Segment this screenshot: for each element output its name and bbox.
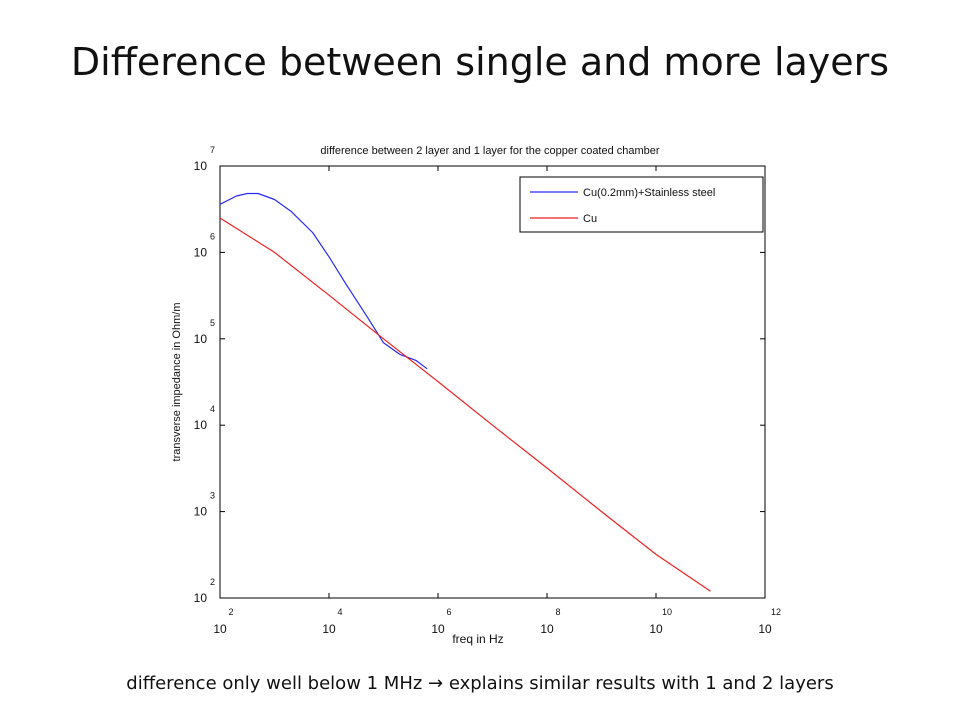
y-tick-label: 10 <box>194 332 208 346</box>
slide-title: Difference between single and more layer… <box>70 40 890 84</box>
x-tick-exponent: 10 <box>662 607 672 617</box>
x-tick-label: 10 <box>322 622 336 636</box>
y-tick-exponent: 6 <box>210 231 215 241</box>
y-tick-label: 10 <box>194 245 208 259</box>
y-tick-label: 10 <box>194 418 208 432</box>
x-tick-exponent: 6 <box>446 607 451 617</box>
x-tick-exponent: 4 <box>337 607 342 617</box>
x-axis-label: freq in Hz <box>452 632 503 646</box>
y-tick-label: 10 <box>194 591 208 605</box>
legend-label: Cu(0.2mm)+Stainless steel <box>583 187 715 199</box>
chart-figure: difference between 2 layer and 1 layer f… <box>165 130 785 650</box>
legend-label: Cu <box>583 213 597 225</box>
x-tick-exponent: 2 <box>228 607 233 617</box>
x-tick-label: 10 <box>758 622 772 636</box>
x-tick-label: 10 <box>649 622 663 636</box>
slide-caption: difference only well below 1 MHz → expla… <box>126 673 834 694</box>
plot-frame <box>219 165 766 599</box>
y-axis-label: transverse impedance in Ohm/m <box>171 303 183 462</box>
series-layer <box>219 192 711 592</box>
series-line-2 <box>219 217 711 592</box>
y-tick-exponent: 5 <box>210 318 215 328</box>
chart-title: difference between 2 layer and 1 layer f… <box>320 145 660 157</box>
y-tick-exponent: 4 <box>210 404 215 414</box>
x-tick-label: 10 <box>540 622 554 636</box>
chart-svg: difference between 2 layer and 1 layer f… <box>171 145 781 646</box>
legend-box <box>519 176 764 233</box>
legend: Cu(0.2mm)+Stainless steel Cu <box>519 176 764 233</box>
y-tick-exponent: 2 <box>210 577 215 587</box>
y-tick-label: 10 <box>194 159 208 173</box>
y-tick-label: 10 <box>194 505 208 519</box>
x-tick-exponent: 8 <box>555 607 560 617</box>
x-tick-label: 10 <box>431 622 445 636</box>
series-line-1 <box>219 192 428 370</box>
x-tick-exponent: 12 <box>771 607 781 617</box>
y-tick-exponent: 3 <box>210 491 215 501</box>
y-tick-exponent: 7 <box>210 145 215 155</box>
x-tick-label: 10 <box>213 622 227 636</box>
